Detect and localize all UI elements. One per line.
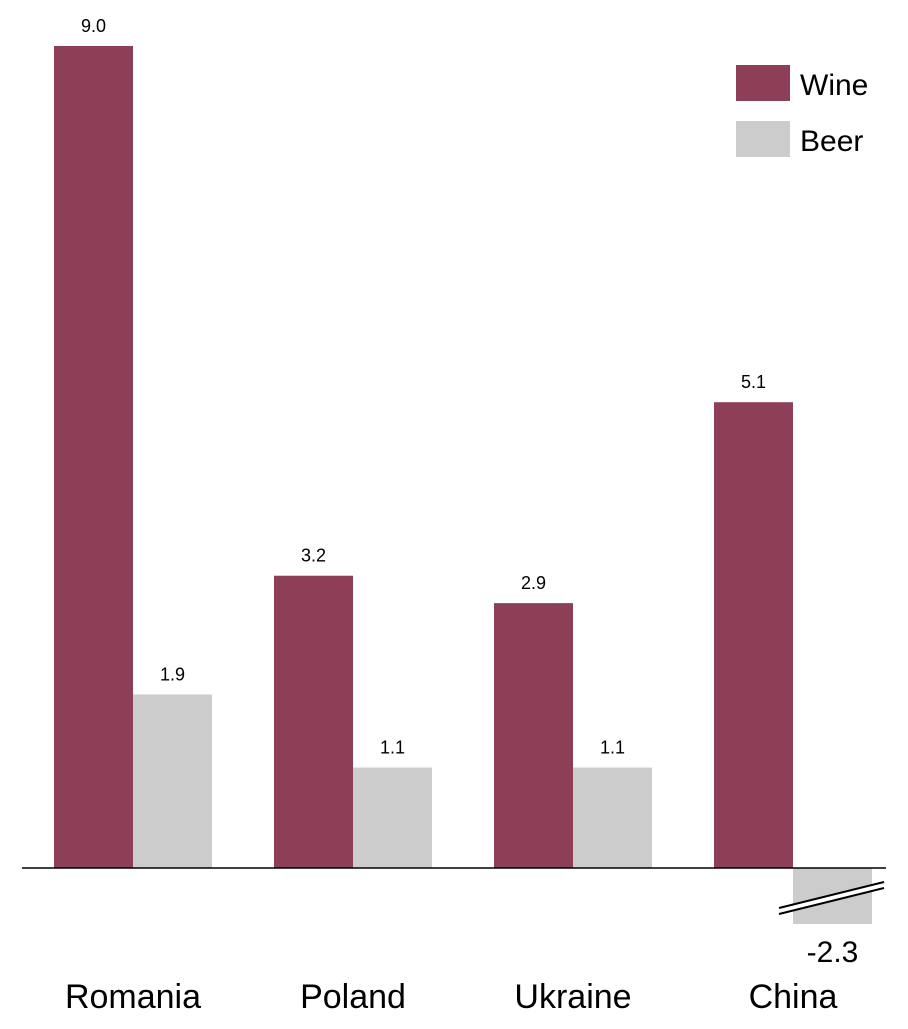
- category-label-china: China: [749, 978, 838, 1016]
- legend-label-wine: Wine: [800, 69, 868, 102]
- bar-beer-poland: [353, 767, 432, 868]
- value-label-wine-poland: 3.2: [301, 546, 326, 566]
- category-labels-layer: Romania Poland Ukraine China: [65, 978, 838, 1016]
- category-label-ukraine: Ukraine: [514, 978, 631, 1016]
- bar-wine-china: [714, 402, 793, 868]
- value-labels-layer: 9.0 1.9 3.2 1.1 2.9 1.1 5.1 -2.3: [81, 16, 858, 969]
- category-label-poland: Poland: [300, 978, 406, 1016]
- value-label-beer-poland: 1.1: [380, 738, 405, 758]
- category-label-romania: Romania: [65, 978, 201, 1016]
- bar-beer-ukraine: [573, 767, 652, 868]
- bars-layer: [54, 46, 872, 924]
- bar-wine-romania: [54, 46, 133, 868]
- bar-wine-poland: [274, 575, 353, 868]
- value-label-wine-ukraine: 2.9: [521, 573, 546, 593]
- axis-break-marker: [778, 881, 885, 915]
- bar-beer-romania: [133, 694, 212, 868]
- axis-break-line-2: [778, 887, 885, 915]
- value-label-wine-china: 5.1: [741, 372, 766, 392]
- legend-swatch-beer: [736, 121, 790, 157]
- value-label-beer-romania: 1.9: [160, 664, 185, 684]
- legend-swatch-wine: [736, 65, 790, 101]
- legend-label-beer: Beer: [800, 125, 863, 158]
- value-label-beer-ukraine: 1.1: [600, 738, 625, 758]
- value-label-beer-china: -2.3: [807, 936, 859, 969]
- axis-break-line-1: [778, 881, 885, 909]
- legend: Wine Beer: [736, 65, 868, 158]
- value-label-wine-romania: 9.0: [81, 16, 106, 36]
- bar-wine-ukraine: [494, 603, 573, 868]
- axis-break-gap: [779, 882, 884, 914]
